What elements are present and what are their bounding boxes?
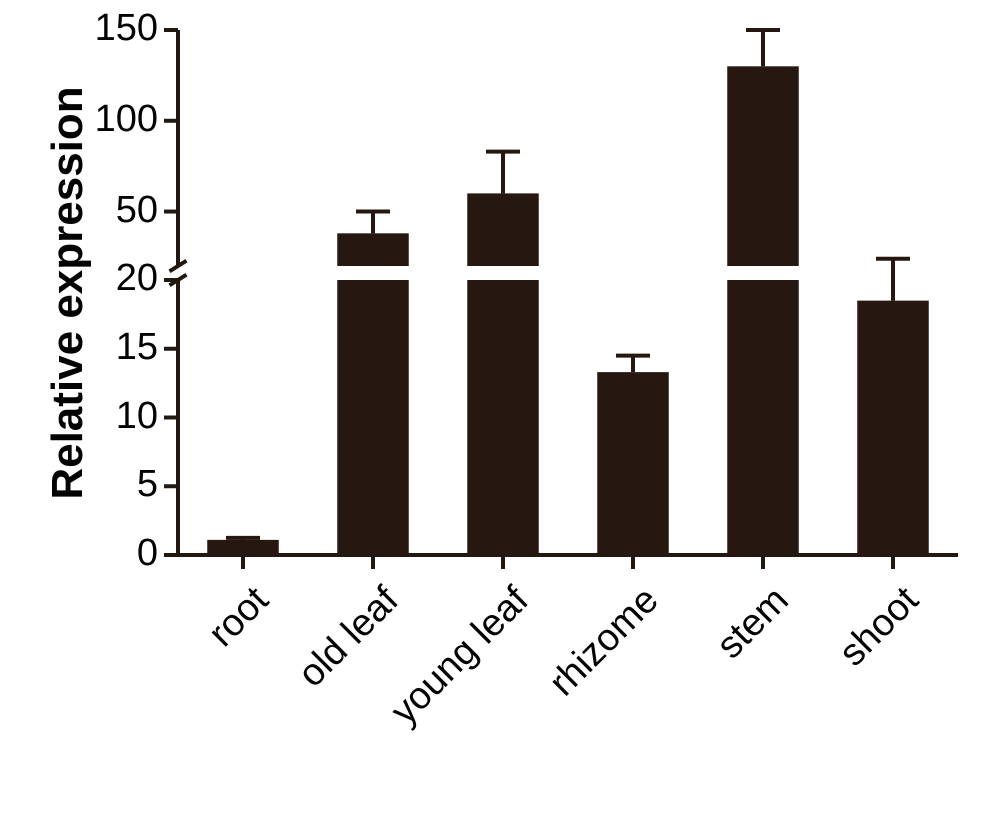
y-tick-label: 100 (95, 98, 158, 141)
y-tick-label: 20 (116, 257, 158, 300)
y-tick-label: 50 (116, 189, 158, 232)
y-tick-label: 0 (137, 532, 158, 575)
y-axis-title: Relative expression (43, 86, 93, 499)
y-tick-label: 15 (116, 326, 158, 369)
y-tick-label: 5 (137, 463, 158, 506)
chart-stage: Relative expression 0510152050100150 roo… (0, 0, 1000, 824)
y-tick-label: 150 (95, 7, 158, 50)
y-tick-label: 10 (116, 395, 158, 438)
